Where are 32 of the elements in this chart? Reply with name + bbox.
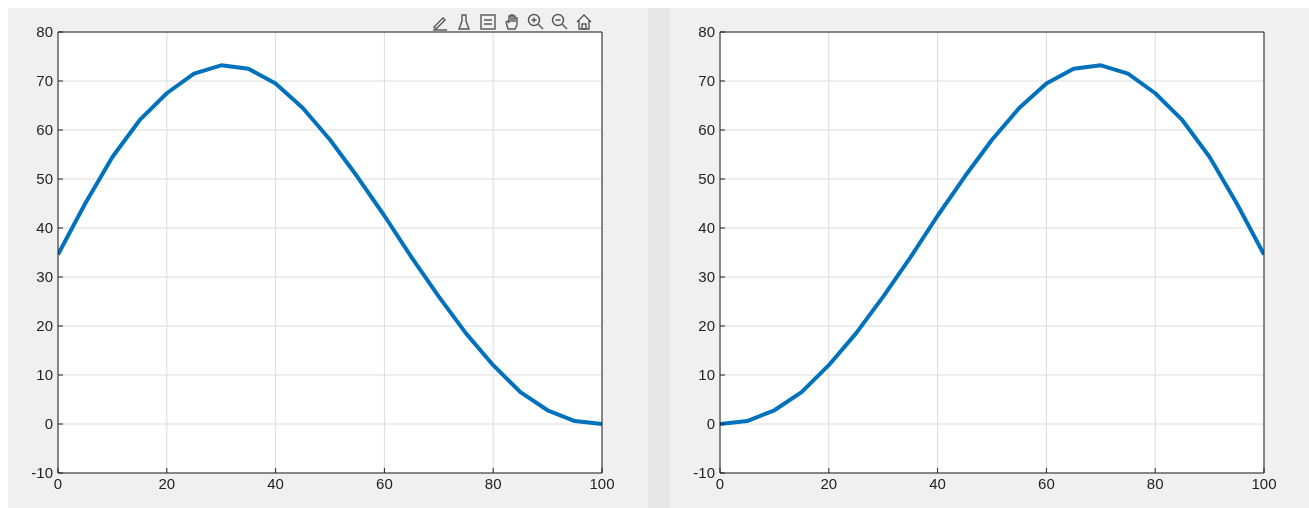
y-tick-label: -10 xyxy=(31,464,53,482)
y-tick-label: 10 xyxy=(698,366,715,384)
y-tick-label: 20 xyxy=(36,317,53,335)
y-tick-label: 80 xyxy=(698,23,715,41)
line-series xyxy=(58,63,602,426)
x-tick-label: 100 xyxy=(1251,474,1277,492)
x-tick-label: 20 xyxy=(158,474,176,492)
x-tick-label: 40 xyxy=(267,474,284,492)
y-tick-label: 70 xyxy=(36,72,53,90)
x-tick-label: 40 xyxy=(929,474,946,492)
y-tick-label: 80 xyxy=(36,23,53,41)
y-tick-label: 10 xyxy=(36,366,53,384)
y-tick-label: 70 xyxy=(698,72,715,90)
y-tick-label: 0 xyxy=(706,415,715,433)
x-tick-label: 60 xyxy=(376,474,393,492)
y-tick-label: 60 xyxy=(698,121,715,139)
y-tick-label: 50 xyxy=(698,170,715,188)
y-tick-label: -10 xyxy=(693,464,715,482)
line-series xyxy=(720,63,1264,426)
y-tick-label: 30 xyxy=(36,268,53,286)
x-tick-label: 80 xyxy=(1146,474,1164,492)
x-tick-label: 80 xyxy=(484,474,502,492)
y-tick-label: 20 xyxy=(698,317,715,335)
x-tick-label: 20 xyxy=(820,474,838,492)
x-tick-label: 100 xyxy=(589,474,615,492)
y-tick-label: 40 xyxy=(698,219,715,237)
y-tick-label: 50 xyxy=(36,170,53,188)
y-tick-label: 60 xyxy=(36,121,53,139)
x-tick-label: 60 xyxy=(1038,474,1055,492)
y-tick-label: 30 xyxy=(698,268,715,286)
y-tick-label: 40 xyxy=(36,219,53,237)
y-tick-label: 0 xyxy=(44,415,53,433)
